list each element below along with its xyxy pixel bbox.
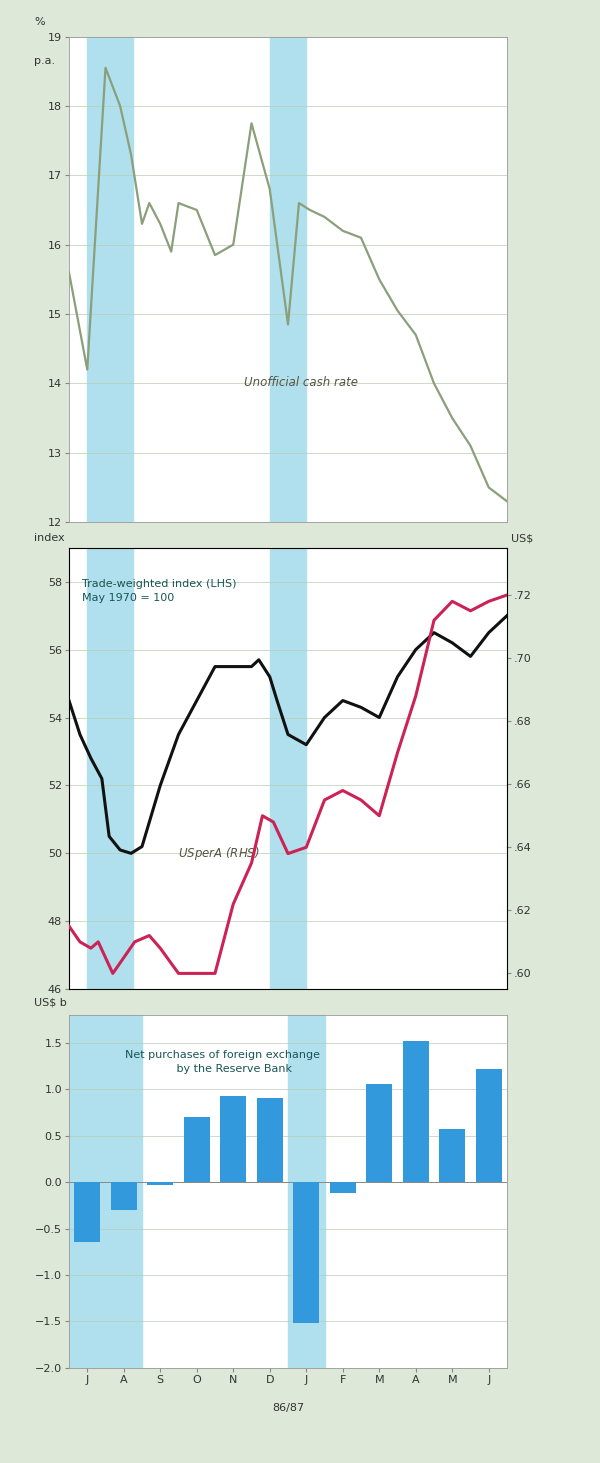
- Bar: [367, 1084, 392, 1182]
- Bar: [403, 1040, 428, 1182]
- Bar: [270, 37, 306, 522]
- Bar: [148, 1182, 173, 1185]
- Bar: [288, 1015, 325, 1368]
- Bar: [111, 1182, 137, 1210]
- Text: US$: US$: [511, 534, 533, 543]
- Bar: [270, 547, 306, 989]
- Bar: [330, 1182, 356, 1194]
- Text: US$ per $A (RHS): US$ per $A (RHS): [179, 844, 260, 862]
- Text: Unofficial cash rate: Unofficial cash rate: [244, 376, 358, 389]
- Bar: [87, 37, 133, 522]
- Bar: [184, 1116, 209, 1182]
- Text: p.a.: p.a.: [34, 56, 55, 66]
- Bar: [69, 1015, 142, 1368]
- Text: Trade-weighted index (LHS)
May 1970 = 100: Trade-weighted index (LHS) May 1970 = 10…: [82, 579, 236, 603]
- Text: Net purchases of foreign exchange
       by the Reserve Bank: Net purchases of foreign exchange by the…: [125, 1050, 320, 1074]
- Bar: [87, 547, 133, 989]
- Text: 86/87: 86/87: [272, 1403, 304, 1413]
- Bar: [74, 1182, 100, 1242]
- Bar: [439, 1129, 465, 1182]
- Bar: [257, 1099, 283, 1182]
- Text: %: %: [34, 18, 44, 26]
- Bar: [476, 1068, 502, 1182]
- Text: index: index: [34, 534, 65, 543]
- Bar: [220, 1096, 246, 1182]
- Text: US$ b: US$ b: [34, 998, 67, 1008]
- Bar: [293, 1182, 319, 1324]
